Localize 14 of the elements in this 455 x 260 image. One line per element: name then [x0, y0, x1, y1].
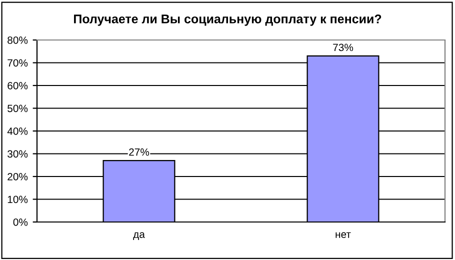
data-label: 27%	[129, 148, 150, 156]
y-tick-label: 40%	[7, 128, 28, 135]
y-tick-label: 30%	[8, 150, 28, 158]
y-tick-label: 70%	[8, 59, 28, 67]
data-label: 73%	[333, 44, 354, 52]
x-tick-label: нет	[336, 232, 351, 238]
y-tick-label: 0%	[13, 218, 28, 226]
x-tick-label: да	[133, 232, 145, 240]
chart-title: Получаете ли Вы социальную доплату к пенсии?	[74, 14, 382, 26]
y-tick-label: 80%	[8, 36, 28, 44]
y-tick-label: 20%	[8, 173, 28, 180]
y-tick-label: 60%	[8, 82, 28, 90]
y-tick-label: 10%	[8, 196, 28, 204]
y-tick-label: 50%	[8, 104, 28, 112]
